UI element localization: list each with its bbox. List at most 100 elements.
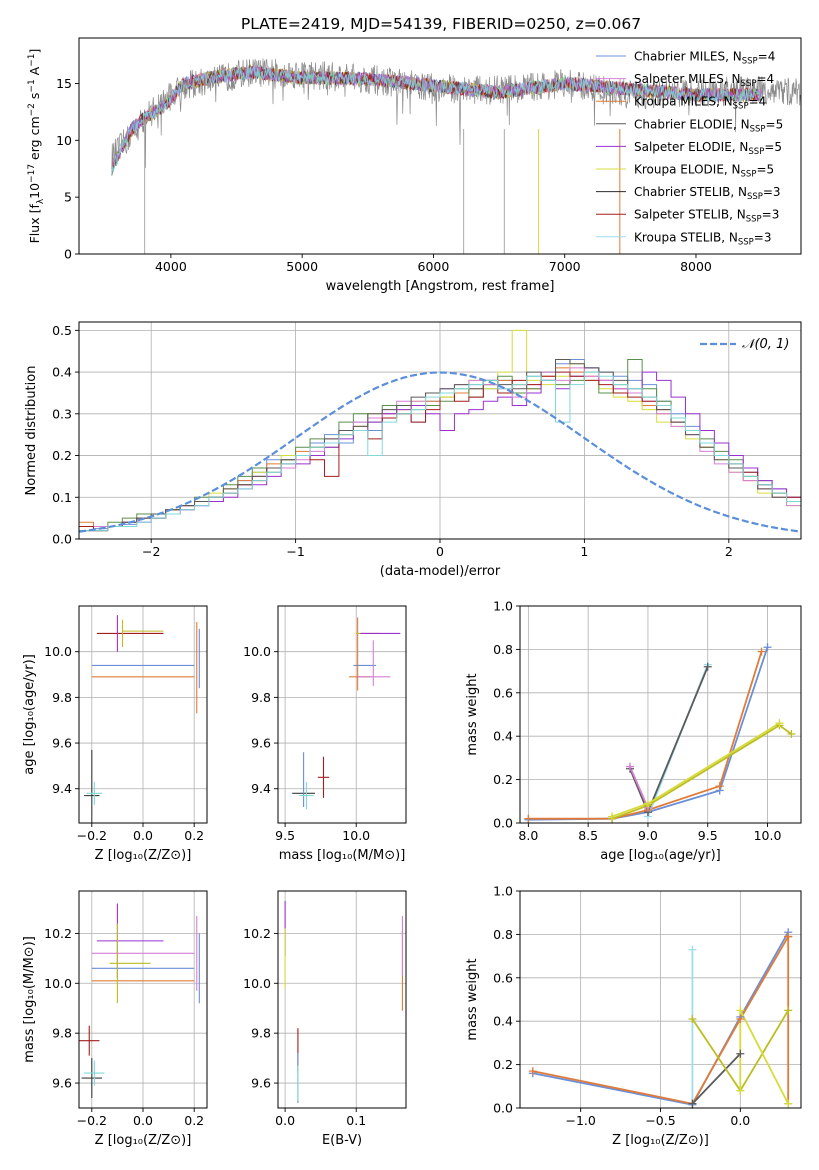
weight-vs-age-x-tick-label: 8.5 xyxy=(578,828,598,843)
residuals-y-tick-label: 0.4 xyxy=(52,365,72,380)
legend-entry-label: Salpeter MILES, NSSP=4 xyxy=(634,72,774,89)
spectrum-plot-area xyxy=(111,58,801,254)
legend-entry-value: =4 xyxy=(758,50,776,64)
mass-vs-metallicity-y-tick-label: 9.6 xyxy=(52,1076,72,1091)
weight-vs-metallicity-x-tick-label: −0.5 xyxy=(645,1113,675,1128)
legend-entry-value: =3 xyxy=(754,230,772,244)
weight-vs-age-x-tick-label: 10.0 xyxy=(754,828,782,843)
mass-vs-metallicity-y-axis-label: mass [log₁₀(M/M⊙)] xyxy=(22,936,37,1063)
mass-vs-reddening-x-tick-label: 0.1 xyxy=(346,1113,366,1128)
age-vs-metallicity-x-axis-label: Z [log₁₀(Z/Z⊙)] xyxy=(95,848,192,863)
spectrum-y-axis-label: Flux [fλ10−17 erg cm−2 s−1 A−1] xyxy=(27,49,46,244)
mass-vs-reddening-x-axis-label: E(B-V) xyxy=(322,1133,362,1148)
weight-series-line xyxy=(691,1053,741,1105)
residuals-x-tick-label: 1 xyxy=(580,544,588,559)
legend-entry-value: =4 xyxy=(749,95,767,109)
mass-vs-metallicity-y-tick-label: 9.8 xyxy=(52,1026,72,1041)
legend-entry-value: =4 xyxy=(756,72,774,86)
mass-vs-metallicity-plot-area xyxy=(79,903,200,1099)
legend-entry-value: =5 xyxy=(766,117,784,131)
weight-point-marker xyxy=(763,643,772,652)
spectrum-x-tick-label: 7000 xyxy=(549,259,581,274)
legend-entry-label: Kroupa MILES, NSSP=4 xyxy=(634,95,766,112)
age-vs-metallicity-y-tick-label: 9.6 xyxy=(52,736,72,751)
weight-point-marker xyxy=(715,782,724,791)
spectrum-y-axis-label-part: −17 xyxy=(27,164,37,183)
spectrum-panel: 4000 5000 6000 7000 8000 0 5 10 15 wavelength [An… xyxy=(27,37,802,294)
legend-entry-label: Chabrier STELIB, NSSP=3 xyxy=(634,185,781,202)
mass-vs-reddening-y-tick-label: 10.2 xyxy=(243,926,271,941)
spectrum-y-tick-label: 15 xyxy=(56,76,72,91)
legend-entry-value: =5 xyxy=(764,140,782,154)
legend-entry-label: Chabrier MILES, NSSP=4 xyxy=(634,50,775,67)
gaussian-reference-curve xyxy=(79,371,801,533)
mass-vs-reddening-y-tick-label: 9.8 xyxy=(251,1026,271,1041)
spectrum-y-axis-label-part: s xyxy=(27,93,42,104)
residuals-y-axis-label: Normed distribution xyxy=(24,366,39,496)
mass-vs-metallicity-x-tick-label: 0.0 xyxy=(133,1113,153,1128)
weight-vs-age-y-tick-label: 0.8 xyxy=(493,642,513,657)
model-spectrum-line xyxy=(111,65,763,176)
weight-point-marker xyxy=(688,945,697,954)
spectrum-y-axis-label-part: erg cm xyxy=(27,116,42,164)
weight-point-marker xyxy=(736,1015,745,1024)
weight-vs-age-y-axis-label: mass weight xyxy=(465,673,480,755)
age-vs-metallicity-y-tick-label: 9.4 xyxy=(52,781,72,796)
legend-entry-subscript: SSP xyxy=(748,147,764,157)
spectrum-y-axis-label-part: −2 xyxy=(27,103,37,116)
spectrum-y-axis-label-part: A xyxy=(27,66,42,79)
weight-vs-age-y-tick-label: 0.0 xyxy=(493,816,513,831)
legend-entry-subscript: SSP xyxy=(741,170,757,180)
legend-entry-text: Kroupa STELIB, N xyxy=(634,230,738,244)
mass-vs-reddening-plot-area xyxy=(284,900,403,1104)
age-vs-mass-y-tick-label: 9.4 xyxy=(251,781,271,796)
weight-vs-metallicity-y-axis-label: mass weight xyxy=(465,958,480,1040)
legend-entry-label: Kroupa STELIB, NSSP=3 xyxy=(634,230,772,247)
age-vs-mass-y-tick-label: 9.6 xyxy=(251,736,271,751)
spectrum-y-tick-label: 10 xyxy=(56,133,72,148)
spectrum-y-axis-label-part: −1 xyxy=(27,54,37,67)
legend-entry-value: =3 xyxy=(762,208,780,222)
weight-vs-metallicity-x-axis-label: Z [log₁₀(Z/Z⊙)] xyxy=(612,1133,709,1148)
legend-entry-value: =5 xyxy=(756,163,774,177)
legend-entry-subscript: SSP xyxy=(747,192,763,202)
weight-vs-age-x-tick-label: 9.5 xyxy=(698,828,718,843)
legend-entry-subscript: SSP xyxy=(742,57,758,67)
weight-vs-age-frame xyxy=(519,605,802,824)
legend-entry-value: =3 xyxy=(763,185,781,199)
spectrum-y-axis-label-part: 10 xyxy=(27,183,42,199)
residuals-y-tick-label: 0.3 xyxy=(52,406,72,421)
legend-entry-label: Kroupa ELODIE, NSSP=5 xyxy=(634,163,774,180)
weight-vs-metallicity-y-tick-label: 0.0 xyxy=(493,1101,513,1116)
weight-vs-age-panel: 8.0 8.5 9.0 9.5 10.0 0.0 0.2 0.4 0.6 0.8 1.0 age [l… xyxy=(465,599,802,863)
legend-entry-subscript: SSP xyxy=(738,237,754,247)
legend-entry-subscript: SSP xyxy=(750,124,766,134)
age-vs-metallicity-panel: −0.2 0.0 0.2 9.4 9.6 9.8 10.0 Z [log₁₀(Z/Z⊙)] ag… xyxy=(22,605,208,863)
spectrum-y-axis-label-part: λ xyxy=(36,198,46,204)
residuals-panel: −2 −1 0 1 2 0.0 0.1 0.2 0.3 0.4 0.5 (data-model)/er… xyxy=(24,321,802,579)
spectrum-y-axis-label-part: −1 xyxy=(27,79,37,92)
spectrum-x-tick-label: 4000 xyxy=(155,259,187,274)
figure-title: PLATE=2419, MJD=54139, FIBERID=0250, z=0… xyxy=(241,15,641,33)
age-vs-metallicity-x-tick-label: −0.2 xyxy=(77,828,107,843)
residuals-y-tick-label: 0.0 xyxy=(52,532,72,547)
histogram-series xyxy=(79,371,801,532)
spectrum-x-axis-label: wavelength [Angstrom, rest frame] xyxy=(326,279,555,294)
weight-point-marker xyxy=(608,812,617,821)
legend-entry-text: Kroupa ELODIE, N xyxy=(634,163,741,177)
residuals-frame xyxy=(78,321,802,540)
mass-vs-reddening-x-tick-label: 0.0 xyxy=(275,1113,295,1128)
age-vs-mass-plot-area xyxy=(292,617,401,810)
mass-vs-metallicity-y-tick-label: 10.0 xyxy=(44,976,72,991)
legend-entry-label: Salpeter ELODIE, NSSP=5 xyxy=(634,140,782,157)
weight-point-marker xyxy=(703,662,712,671)
weight-point-marker xyxy=(688,1099,697,1108)
age-vs-metallicity-plot-area xyxy=(84,615,200,823)
legend-entry-label: Salpeter STELIB, NSSP=3 xyxy=(634,208,779,225)
spectrum-y-tick-label: 5 xyxy=(64,190,72,205)
legend-entry-subscript: SSP xyxy=(733,102,749,112)
residuals-x-tick-label: −1 xyxy=(286,544,304,559)
weight-point-marker xyxy=(784,1099,793,1108)
age-vs-mass-panel: 9.5 10.0 9.4 9.6 9.8 10.0 mass [log₁₀(M/M⊙)] xyxy=(243,605,407,863)
